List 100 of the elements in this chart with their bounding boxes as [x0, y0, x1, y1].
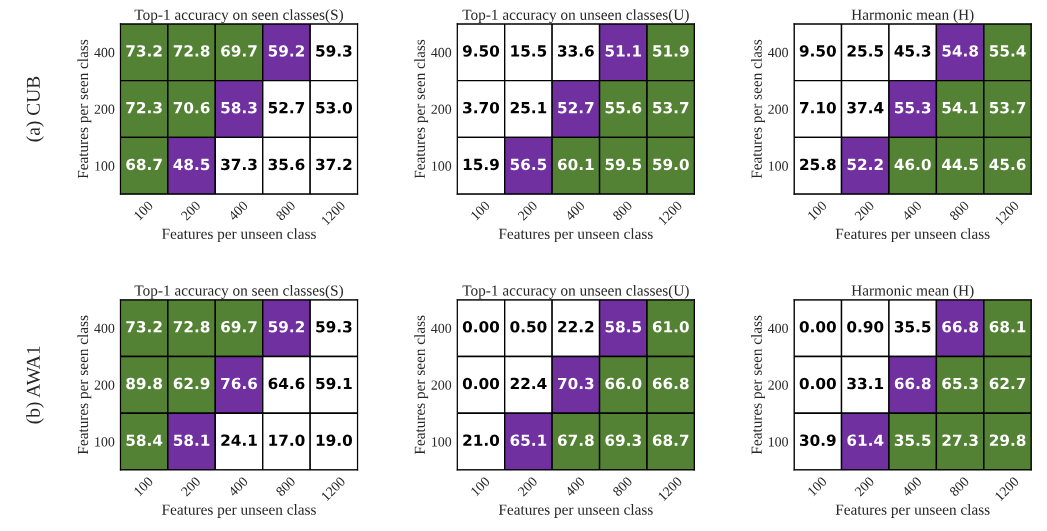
data-label: 72.8 [173, 45, 210, 57]
data-label: 51.9 [653, 45, 689, 57]
data-label: 48.5 [173, 158, 210, 171]
data-label: 58.5 [605, 320, 642, 333]
chart-title: Top-1 accuracy on seen classes(S) [134, 284, 343, 299]
data-label: 72.8 [173, 320, 210, 333]
data-label: 65.1 [510, 434, 547, 446]
y-tick-label: 100 [95, 161, 115, 171]
y-tick-label: 100 [768, 437, 788, 447]
y-tick-label: 200 [94, 380, 115, 390]
data-label: 62.7 [989, 377, 1026, 390]
data-label: 59.0 [653, 158, 689, 171]
data-label: 33.1 [847, 377, 884, 390]
data-label: 58.1 [173, 434, 210, 446]
y-axis-title: Features per seen class [77, 315, 92, 455]
data-label: 59.2 [268, 320, 304, 333]
data-label: 15.5 [511, 45, 547, 57]
x-tick-label: 800 [948, 200, 970, 221]
x-tick-label: 100 [470, 476, 491, 497]
x-tick-label: 800 [612, 476, 633, 497]
data-label: 61.0 [652, 320, 689, 333]
y-tick-label: 200 [768, 104, 788, 114]
data-label: 44.5 [941, 158, 978, 171]
y-tick-label: 400 [431, 323, 452, 334]
data-label: 58.3 [221, 101, 257, 114]
y-axis-title: Features per seen class [414, 39, 429, 179]
data-label: 59.3 [316, 45, 352, 57]
data-label: 0.90 [847, 320, 884, 333]
data-label: 70.3 [558, 377, 594, 390]
data-label: 53.0 [316, 101, 353, 114]
data-label: 70.6 [173, 101, 210, 114]
data-label: 73.2 [126, 45, 162, 57]
x-tick-label: 100 [133, 200, 154, 221]
y-tick-label: 400 [767, 47, 788, 58]
data-label: 69.7 [221, 45, 257, 57]
data-label: 37.2 [316, 158, 352, 171]
data-label: 64.6 [268, 377, 305, 390]
data-label: 56.5 [510, 158, 547, 171]
data-label: 69.7 [221, 320, 257, 333]
x-tick-label: 400 [227, 476, 249, 497]
x-axis-title: Features per unseen class [162, 228, 316, 243]
data-label: 22.2 [558, 320, 594, 333]
data-label: 66.8 [942, 320, 979, 333]
data-label: 7.10 [799, 101, 836, 114]
data-label: 55.6 [605, 101, 642, 114]
data-label: 53.7 [989, 101, 1026, 114]
data-label: 68.7 [126, 158, 162, 171]
x-tick-label: 800 [275, 200, 296, 221]
x-tick-label: 200 [854, 200, 875, 221]
data-label: 55.4 [989, 45, 1026, 57]
y-tick-label: 200 [768, 380, 788, 390]
x-tick-label: 200 [517, 200, 538, 221]
data-label: 76.6 [221, 377, 258, 390]
y-tick-label: 400 [94, 47, 115, 58]
x-tick-label: 100 [807, 476, 828, 497]
x-axis-title: Features per unseen class [162, 504, 316, 518]
y-tick-label: 100 [95, 437, 115, 447]
data-label: 58.4 [126, 434, 163, 446]
x-axis-title: Features per unseen class [498, 228, 653, 243]
y-tick-label: 400 [767, 323, 788, 334]
data-label: 52.7 [558, 101, 594, 114]
x-axis-title: Features per unseen class [498, 504, 653, 518]
data-label: 3.70 [463, 101, 500, 114]
y-axis-title: Features per seen class [751, 39, 765, 179]
data-label: 0.00 [462, 320, 500, 333]
data-label: 30.9 [799, 434, 836, 446]
text: (a) CUB [26, 76, 44, 142]
data-label: 60.1 [557, 158, 594, 171]
data-label: 72.3 [126, 101, 162, 114]
data-label: 68.7 [652, 434, 689, 446]
data-label: 29.8 [989, 434, 1026, 446]
y-tick-label: 400 [431, 47, 452, 58]
data-label: 24.1 [221, 434, 257, 446]
data-label: 65.3 [942, 377, 978, 390]
data-label: 0.00 [799, 377, 836, 390]
x-tick-label: 400 [227, 200, 249, 222]
data-label: 59.1 [316, 377, 352, 390]
data-label: 46.0 [894, 158, 931, 171]
y-tick-label: 100 [432, 437, 452, 447]
chart-title: Harmonic mean (H) [851, 284, 974, 299]
data-label: 19.0 [316, 434, 353, 446]
x-axis-title: Features per unseen class [835, 228, 990, 243]
x-axis-title: Features per unseen class [835, 504, 990, 518]
x-tick-label: 800 [948, 476, 970, 497]
x-tick-label: 100 [807, 200, 828, 221]
x-tick-label: 400 [564, 200, 586, 222]
data-label: 27.3 [942, 434, 978, 446]
data-label: 25.8 [800, 158, 836, 171]
x-tick-label: 200 [180, 476, 202, 497]
data-label: 0.50 [510, 320, 547, 333]
data-label: 25.5 [847, 45, 884, 57]
data-label: 35.5 [894, 320, 931, 333]
data-label: 37.4 [847, 101, 884, 114]
chart-title: Top-1 accuracy on seen classes(S) [134, 9, 343, 24]
data-label: 9.50 [462, 45, 500, 57]
data-label: 45.3 [894, 45, 931, 57]
data-label: 66.8 [894, 377, 931, 390]
data-label: 66.8 [652, 377, 689, 390]
data-label: 73.2 [126, 320, 162, 333]
data-label: 54.1 [942, 102, 978, 114]
